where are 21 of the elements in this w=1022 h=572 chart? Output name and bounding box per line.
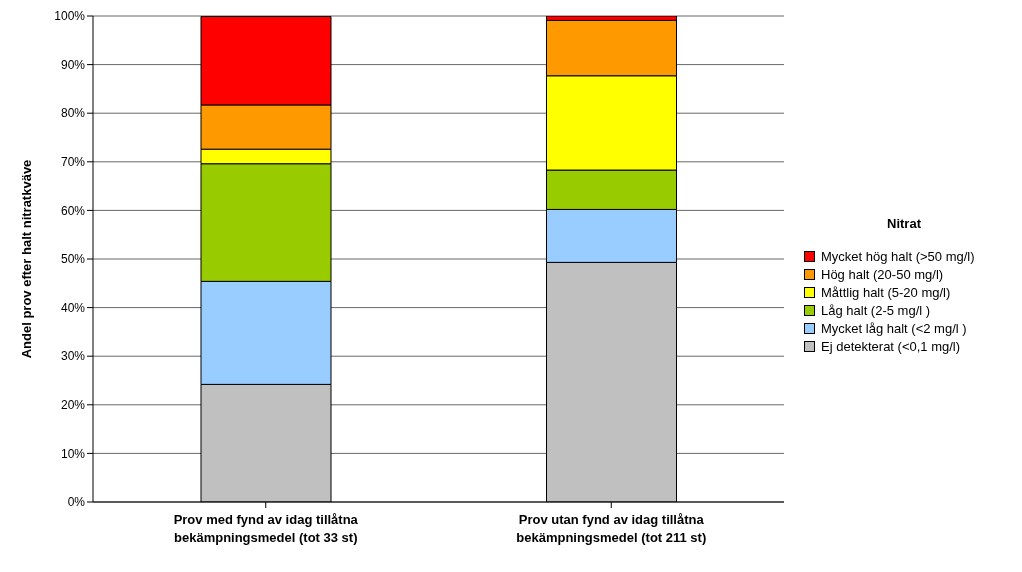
legend-label: Låg halt (2-5 mg/l ) [821,302,931,318]
y-tick-label: 60% [60,203,86,218]
y-tick-label: 30% [60,349,86,364]
y-tick-label: 0% [67,495,86,510]
y-tick-label: 100% [54,9,86,24]
legend-label: Mycket hög halt (>50 mg/l) [821,248,975,264]
y-axis-title: Andel prov efter halt nitratkväve [18,159,34,359]
legend-title: Nitrat [886,215,922,231]
y-tick-label: 10% [60,446,86,461]
y-tick-label: 40% [60,300,86,315]
y-tick-label: 20% [60,398,86,413]
legend-label: Måttlig halt (5-20 mg/l) [821,284,951,300]
legend-label: Mycket låg halt (<2 mg/l ) [821,320,967,336]
x-tick-label: Prov utan fynd av idag tillåtna bekämpningsmedel (tot 211 st) [516,512,707,545]
y-tick-label: 70% [60,155,86,170]
y-tick-label: 90% [60,57,86,72]
legend-label: Hög halt (20-50 mg/l) [821,266,944,282]
legend-label: Ej detekterat (<0,1 mg/l) [821,338,961,354]
y-tick-label: 80% [60,106,86,121]
x-tick-label: Prov med fynd av idag tillåtna bekämpningsmedel (tot 33 st) [173,512,359,545]
y-tick-label: 50% [60,252,86,267]
